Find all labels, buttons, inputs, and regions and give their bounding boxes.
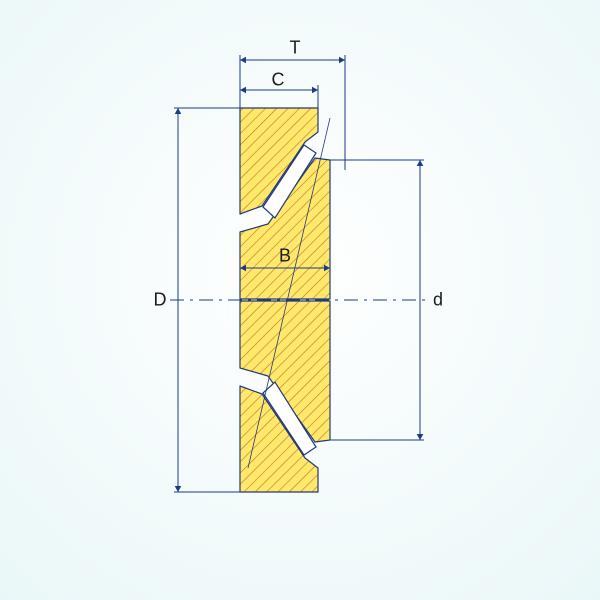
diagram-svg xyxy=(0,0,600,600)
diagram-canvas: T C B D d xyxy=(0,0,600,600)
